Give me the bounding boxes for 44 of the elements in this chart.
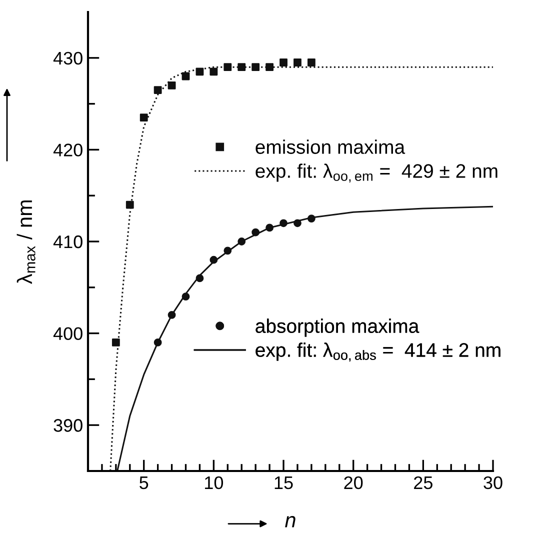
y-tick-label: 390	[54, 419, 82, 432]
point	[307, 58, 316, 66]
y-axis-title: λ$_{max}$ / nm	[16, 200, 36, 284]
y-tick-label: 400	[53, 327, 82, 340]
point	[140, 114, 148, 122]
x-tick-label: 20	[344, 476, 363, 490]
point	[196, 68, 204, 76]
y-tick-label: 420	[53, 144, 82, 156]
point	[210, 68, 218, 76]
point	[294, 58, 302, 66]
point	[112, 338, 120, 346]
point	[168, 81, 176, 90]
legend-label: exp. fit: λ$_{oo,em}$ = 429 ± 2 nm	[256, 164, 498, 183]
x-tick-label: 30	[484, 476, 502, 490]
point	[224, 246, 232, 255]
y-tick-label: 410	[53, 235, 82, 248]
x-tick-label: 5	[140, 476, 148, 490]
point	[238, 238, 246, 246]
x-tick-label: 25	[414, 476, 432, 490]
point	[154, 338, 162, 346]
y-tick-label: 430	[53, 52, 82, 65]
point	[307, 214, 316, 222]
point	[210, 256, 218, 264]
x-axis-title: n	[285, 516, 296, 528]
point	[238, 63, 246, 72]
point	[154, 86, 162, 94]
point	[280, 58, 288, 66]
point	[224, 63, 232, 72]
point	[266, 224, 274, 232]
point	[168, 310, 176, 319]
point	[280, 219, 288, 228]
legend-label: emission maxima	[256, 140, 406, 154]
point	[252, 63, 260, 72]
legend-label: absorption maxima	[256, 318, 420, 337]
point	[294, 219, 302, 228]
point	[266, 63, 274, 72]
point	[182, 72, 190, 80]
legend-label: exp. fit: λ$_{oo,abs}$ = 414 ± 2 nm	[256, 342, 500, 362]
x-tick-label: 15	[274, 476, 293, 490]
point	[126, 200, 134, 209]
point	[196, 274, 204, 282]
x-tick-label: 10	[205, 476, 224, 490]
point	[252, 228, 260, 236]
point	[182, 292, 190, 301]
